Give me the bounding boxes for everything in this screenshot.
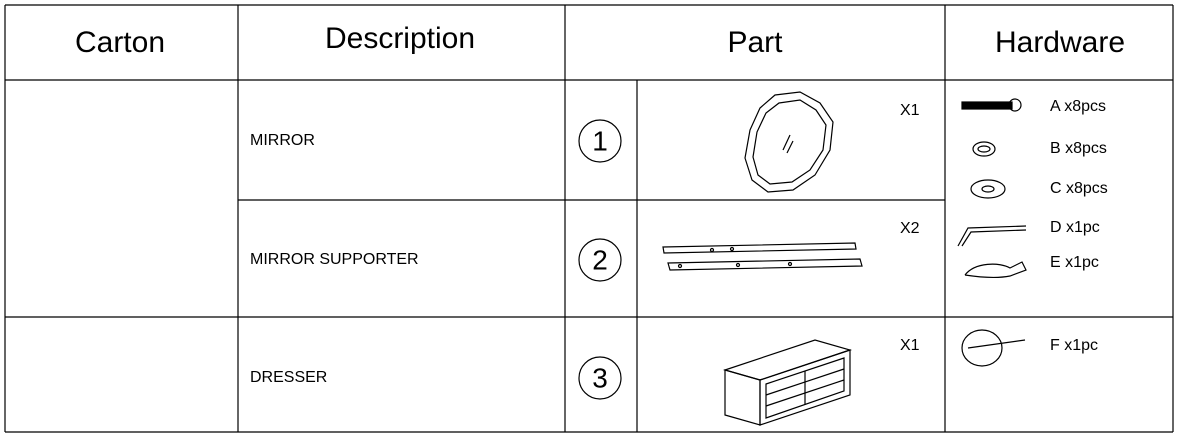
part-number: 2 (592, 244, 608, 275)
hardware-item: B x8pcs (1050, 140, 1107, 157)
column-header: Description (325, 22, 475, 55)
hardware-icons (957, 98, 1027, 367)
part-number: 1 (592, 125, 608, 156)
part-number: 3 (592, 362, 608, 393)
column-header: Hardware (995, 26, 1125, 59)
quantity: X1 (900, 337, 920, 354)
column-header: Carton (75, 26, 165, 59)
description: DRESSER (250, 369, 327, 386)
column-header: Part (727, 26, 783, 59)
description: MIRROR (250, 132, 315, 149)
number-circle (578, 356, 622, 400)
dresser-drawing (722, 339, 853, 426)
hardware-item: E x1pc (1050, 254, 1099, 271)
mirror-drawing (744, 91, 834, 193)
hardware-item: A x8pcs (1050, 98, 1106, 115)
table-grid (4, 4, 1174, 433)
number-circle (578, 238, 622, 282)
description: MIRROR SUPPORTER (250, 251, 419, 268)
hardware-item: C x8pcs (1050, 180, 1108, 197)
quantity: X2 (900, 220, 920, 237)
supporter-drawing (662, 242, 863, 271)
hardware-item: F x1pc (1050, 337, 1098, 354)
hardware-item: D x1pc (1050, 219, 1100, 236)
quantity: X1 (900, 102, 920, 119)
number-circle (578, 119, 622, 163)
